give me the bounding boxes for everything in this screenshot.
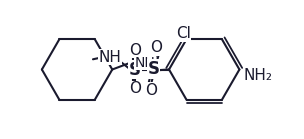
Text: Cl: Cl [176,26,191,41]
Text: O: O [129,81,141,96]
Text: NH₂: NH₂ [244,68,273,83]
Text: NH: NH [98,49,121,64]
Text: O: O [150,40,162,55]
Text: NH: NH [135,56,156,70]
Text: S: S [129,60,141,79]
Text: O: O [145,83,157,98]
Text: O: O [129,43,141,58]
Text: S: S [147,60,160,78]
